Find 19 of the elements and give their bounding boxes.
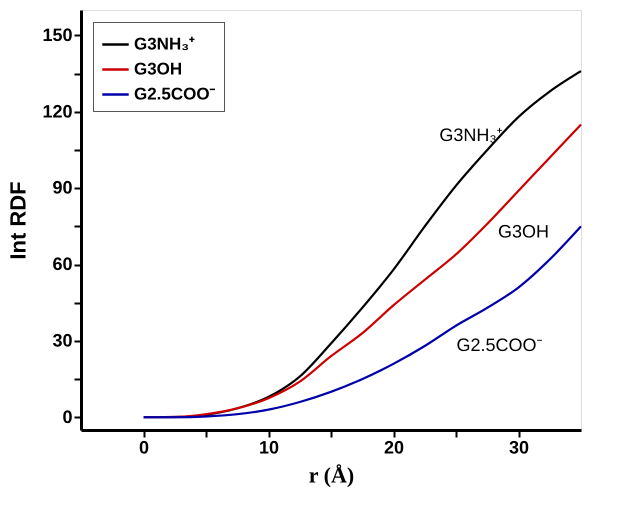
y-tick-label: 120: [42, 101, 72, 122]
y-tick-label: 0: [62, 406, 72, 427]
x-axis-title: r (Å): [308, 462, 354, 488]
x-tick-label: 20: [384, 438, 404, 458]
legend-label: G3NH₃⁺: [134, 34, 196, 54]
line-series: [142, 225, 582, 418]
x-tick-label: 30: [508, 438, 530, 458]
y-tick-label: 90: [52, 178, 72, 198]
legend-label: G2.5COO⁻: [134, 84, 216, 104]
annotation: G3NH₃⁺: [439, 125, 503, 145]
y-tick-label: 60: [52, 254, 72, 274]
y-axis-title: Int RDF: [5, 181, 30, 260]
x-tick-label: 10: [258, 438, 280, 458]
y-tick-label: 30: [52, 330, 72, 350]
annotation: G3OH: [498, 222, 550, 242]
annotation: G2.5COO⁻: [456, 335, 543, 355]
legend-label: G3OH: [134, 60, 182, 78]
y-tick-label: 150: [42, 24, 72, 45]
x-tick-label: 0: [138, 438, 150, 458]
